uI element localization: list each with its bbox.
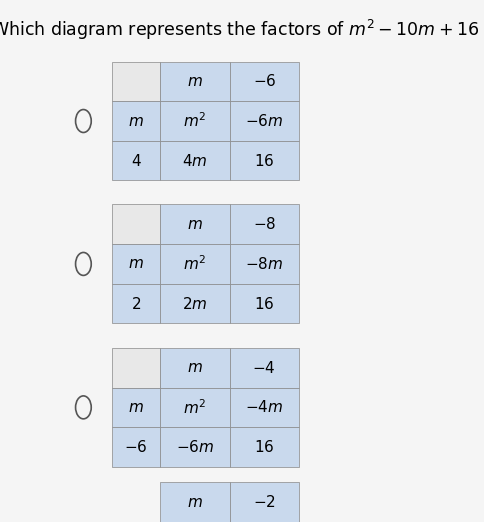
- Text: $m$: $m$: [187, 495, 203, 510]
- Text: $-2$: $-2$: [253, 494, 276, 511]
- Bar: [229, 244, 299, 284]
- Text: $16$: $16$: [254, 439, 274, 455]
- Text: $2$: $2$: [131, 295, 141, 312]
- Bar: [160, 62, 229, 101]
- Bar: [229, 348, 299, 387]
- Bar: [229, 62, 299, 101]
- Text: $-6m$: $-6m$: [245, 113, 284, 129]
- Text: $16$: $16$: [254, 295, 274, 312]
- Bar: [112, 205, 160, 244]
- Bar: [112, 427, 160, 467]
- Text: Which diagram represents the factors of $m^2 - 10m + 16$ ?: Which diagram represents the factors of …: [0, 18, 484, 42]
- Bar: [112, 348, 160, 387]
- Bar: [160, 284, 229, 324]
- Bar: [112, 101, 160, 141]
- Bar: [112, 141, 160, 181]
- Bar: [229, 284, 299, 324]
- Bar: [229, 482, 299, 522]
- Text: $-6$: $-6$: [124, 439, 148, 455]
- Text: $2m$: $2m$: [182, 295, 208, 312]
- Text: $m^2$: $m^2$: [183, 398, 206, 417]
- Text: $m$: $m$: [128, 113, 144, 128]
- Text: $-8m$: $-8m$: [245, 256, 284, 272]
- Bar: [160, 244, 229, 284]
- Bar: [112, 387, 160, 427]
- Text: $-6$: $-6$: [253, 74, 276, 89]
- Bar: [229, 387, 299, 427]
- Bar: [160, 205, 229, 244]
- Bar: [112, 62, 160, 101]
- Text: $4m$: $4m$: [182, 152, 208, 169]
- Text: $m$: $m$: [128, 256, 144, 271]
- Text: $m^2$: $m^2$: [183, 255, 206, 274]
- Bar: [229, 141, 299, 181]
- Text: $4$: $4$: [131, 152, 141, 169]
- Bar: [229, 101, 299, 141]
- Bar: [229, 427, 299, 467]
- Text: $-6m$: $-6m$: [176, 439, 214, 455]
- Bar: [229, 205, 299, 244]
- Bar: [160, 141, 229, 181]
- Text: $-4m$: $-4m$: [245, 399, 284, 416]
- Text: $-4$: $-4$: [253, 360, 276, 376]
- Text: $m$: $m$: [187, 74, 203, 89]
- Text: $m$: $m$: [128, 400, 144, 415]
- Bar: [112, 284, 160, 324]
- Text: $16$: $16$: [254, 152, 274, 169]
- Bar: [160, 427, 229, 467]
- Text: $-8$: $-8$: [253, 216, 276, 232]
- Bar: [160, 348, 229, 387]
- Text: $m$: $m$: [187, 217, 203, 232]
- Bar: [160, 101, 229, 141]
- Bar: [112, 244, 160, 284]
- Text: $m$: $m$: [187, 360, 203, 375]
- Bar: [160, 387, 229, 427]
- Bar: [160, 482, 229, 522]
- Text: $m^2$: $m^2$: [183, 112, 206, 130]
